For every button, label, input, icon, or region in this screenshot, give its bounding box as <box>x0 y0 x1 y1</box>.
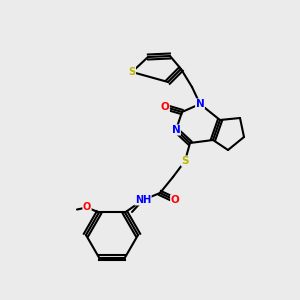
Text: O: O <box>171 195 179 205</box>
Text: S: S <box>128 67 136 77</box>
Text: N: N <box>196 99 204 109</box>
Text: N: N <box>172 125 180 135</box>
Text: O: O <box>83 202 91 212</box>
Text: S: S <box>181 156 189 166</box>
Text: O: O <box>160 102 169 112</box>
Text: NH: NH <box>135 195 151 205</box>
